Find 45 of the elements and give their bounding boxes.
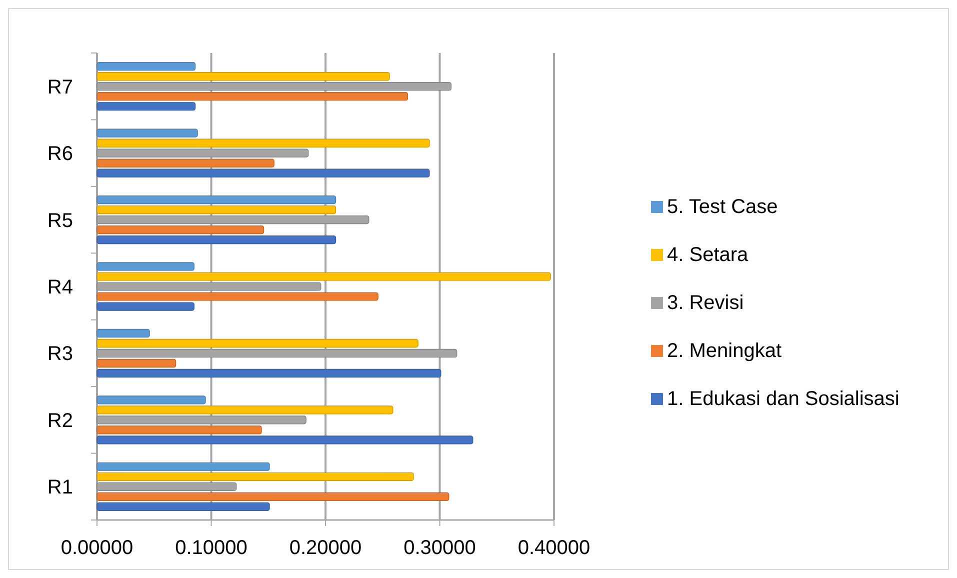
- bar: [96, 138, 430, 148]
- bar: [96, 195, 336, 204]
- bar: [96, 502, 270, 511]
- bar: [96, 368, 442, 378]
- bar: [96, 426, 262, 434]
- bar: [96, 62, 196, 71]
- bar: [96, 262, 194, 271]
- bar: [96, 205, 336, 214]
- bar: [96, 302, 194, 311]
- legend-label: 4. Setara: [667, 244, 750, 266]
- legend-label: 5. Test Case: [667, 196, 778, 218]
- legend-label: 3. Revisi: [667, 292, 744, 314]
- bar: [96, 158, 274, 168]
- bar: [96, 338, 418, 348]
- bar: [96, 406, 394, 414]
- x-tick-label: 0.10000: [175, 537, 248, 559]
- bar: [96, 128, 198, 138]
- legend-label: 2. Meningkat: [667, 340, 782, 362]
- y-tick-label: R5: [47, 210, 73, 232]
- bar: [96, 472, 414, 481]
- bar: [96, 328, 150, 338]
- bar: [96, 225, 264, 234]
- y-tick-label: R7: [47, 76, 73, 98]
- bar: [96, 92, 408, 101]
- bar: [96, 462, 270, 471]
- bar: [96, 492, 450, 501]
- y-tick-label: R2: [47, 410, 73, 432]
- bar: [96, 235, 336, 244]
- y-tick-label: R6: [47, 143, 73, 166]
- bar: [96, 168, 430, 178]
- x-tick-label: 0.30000: [404, 537, 476, 559]
- y-tick-label: R3: [47, 343, 73, 366]
- x-tick-label: 0.20000: [289, 537, 362, 559]
- bar: [96, 292, 378, 301]
- bar: [96, 396, 206, 404]
- x-tick-label: 0.40000: [518, 537, 590, 559]
- bar: [96, 272, 551, 281]
- bar: [96, 358, 176, 368]
- bar: [96, 72, 390, 81]
- y-tick-label: R1: [47, 476, 73, 499]
- y-tick-label: R4: [47, 276, 73, 298]
- bar: [96, 436, 474, 444]
- x-tick-label: 0.00000: [60, 537, 134, 559]
- bar: [96, 102, 196, 111]
- legend-label: 1. Edukasi dan Sosialisasi: [667, 388, 900, 410]
